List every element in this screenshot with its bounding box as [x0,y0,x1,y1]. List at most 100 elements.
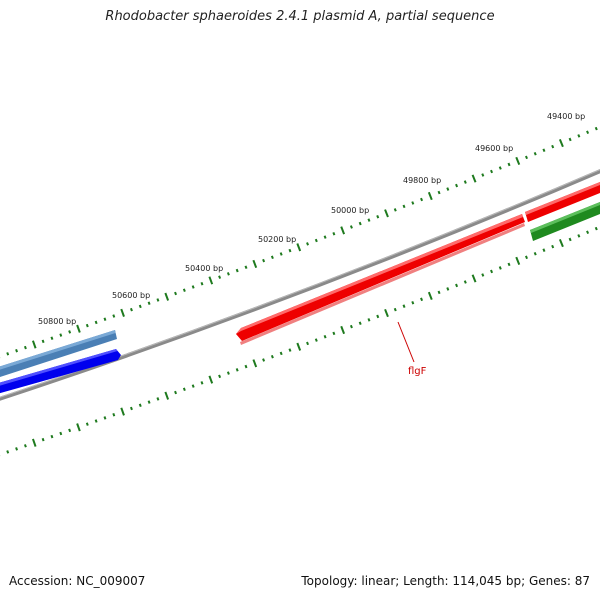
outer-minor-tick [226,272,230,276]
inner-minor-tick [332,331,336,336]
outer-minor-tick [446,187,450,191]
inner-minor-tick [393,307,397,312]
gene-steelblue[interactable] [0,330,117,378]
outer-minor-tick [94,320,98,325]
outer-minor-tick [323,235,327,239]
inner-minor-tick [174,390,178,395]
inner-major-tick [340,325,346,335]
inner-minor-tick [551,244,555,249]
outer-minor-tick [244,265,248,270]
gene-red-right[interactable] [525,180,600,222]
scale-label: 50400 bp [185,264,223,273]
outer-major-tick [515,156,521,165]
outer-minor-tick [306,242,310,246]
inner-minor-tick [218,374,222,379]
outer-minor-tick [15,348,19,353]
outer-minor-tick [103,317,107,321]
scale-label: 50800 bp [38,317,76,326]
inner-minor-tick [490,269,494,274]
inner-minor-tick [138,403,142,408]
inner-minor-tick [59,431,63,436]
inner-minor-tick [455,283,459,288]
inner-minor-tick [50,434,54,439]
inner-minor-tick [23,444,27,448]
inner-tick-track [0,226,598,457]
inner-minor-tick [358,321,362,325]
outer-minor-tick [23,345,27,350]
outer-minor-tick [411,201,415,205]
outer-minor-tick [218,275,222,279]
outer-minor-tick [533,152,537,156]
outer-minor-tick [41,339,45,344]
inner-minor-tick [411,300,415,305]
scale-label-group: 49400 bp 49600 bp 49800 bp 50000 bp 50200 bp… [38,112,585,326]
inner-minor-tick [568,237,572,242]
gene-blue[interactable] [0,349,121,394]
inner-minor-tick [446,287,450,291]
inner-minor-tick [420,297,424,302]
outer-minor-tick [138,304,142,309]
outer-minor-tick [568,137,572,142]
inner-minor-tick [481,273,485,277]
inner-minor-tick [94,419,98,423]
outer-minor-tick [455,183,459,188]
inner-minor-tick [235,368,239,372]
gene-green[interactable] [530,200,600,241]
inner-minor-tick [402,304,406,308]
outer-minor-tick [542,148,546,152]
outer-minor-tick [577,134,581,138]
outer-major-tick [296,243,302,252]
outer-minor-tick [358,221,362,226]
inner-minor-tick [41,437,45,442]
inner-major-tick [208,375,214,384]
outer-minor-tick [156,298,160,302]
outer-major-tick [427,191,433,201]
inner-minor-tick [156,397,160,401]
outer-major-tick [31,340,37,349]
outer-major-tick [120,308,125,317]
outer-minor-tick [481,173,485,177]
outer-major-tick [384,209,389,218]
outer-minor-tick [498,166,502,170]
map-title: Rhodobacter sphaeroides 2.4.1 plasmid A,… [105,9,495,24]
inner-minor-tick [68,428,72,433]
outer-minor-tick [524,155,528,160]
inner-minor-tick [498,266,502,270]
inner-minor-tick [586,230,590,235]
outer-minor-tick [262,258,266,263]
outer-major-tick [252,259,258,269]
inner-minor-tick [244,364,248,369]
scale-label: 50600 bp [112,291,150,300]
inner-major-tick [164,391,170,400]
outer-minor-tick [235,268,239,273]
outer-major-tick [164,292,170,301]
outer-minor-tick [270,255,274,260]
accession-text: Accession: NC_009007 [9,574,146,588]
gene-flgF[interactable] [236,214,525,345]
inner-minor-tick [130,406,133,411]
inner-minor-tick [323,334,327,339]
outer-minor-tick [586,130,590,135]
outer-minor-tick [112,314,116,318]
inner-minor-tick [594,226,598,231]
inner-major-tick [252,359,258,368]
outer-minor-tick [594,126,598,131]
inner-minor-tick [577,234,581,238]
inner-minor-tick [533,251,537,256]
inner-minor-tick [112,413,116,417]
inner-major-tick [515,256,521,265]
inner-minor-tick [103,416,107,420]
outer-minor-tick [200,281,204,286]
inner-minor-tick [437,290,441,295]
outer-major-tick [76,324,81,333]
outer-minor-tick [376,214,380,219]
inner-minor-tick [147,400,151,404]
inner-minor-tick [463,280,467,284]
inner-minor-tick [182,387,186,392]
outer-minor-tick [314,238,318,243]
inner-minor-tick [191,384,195,388]
outer-minor-tick [551,144,555,149]
outer-minor-tick [50,336,54,340]
scale-label: 49800 bp [403,176,441,185]
